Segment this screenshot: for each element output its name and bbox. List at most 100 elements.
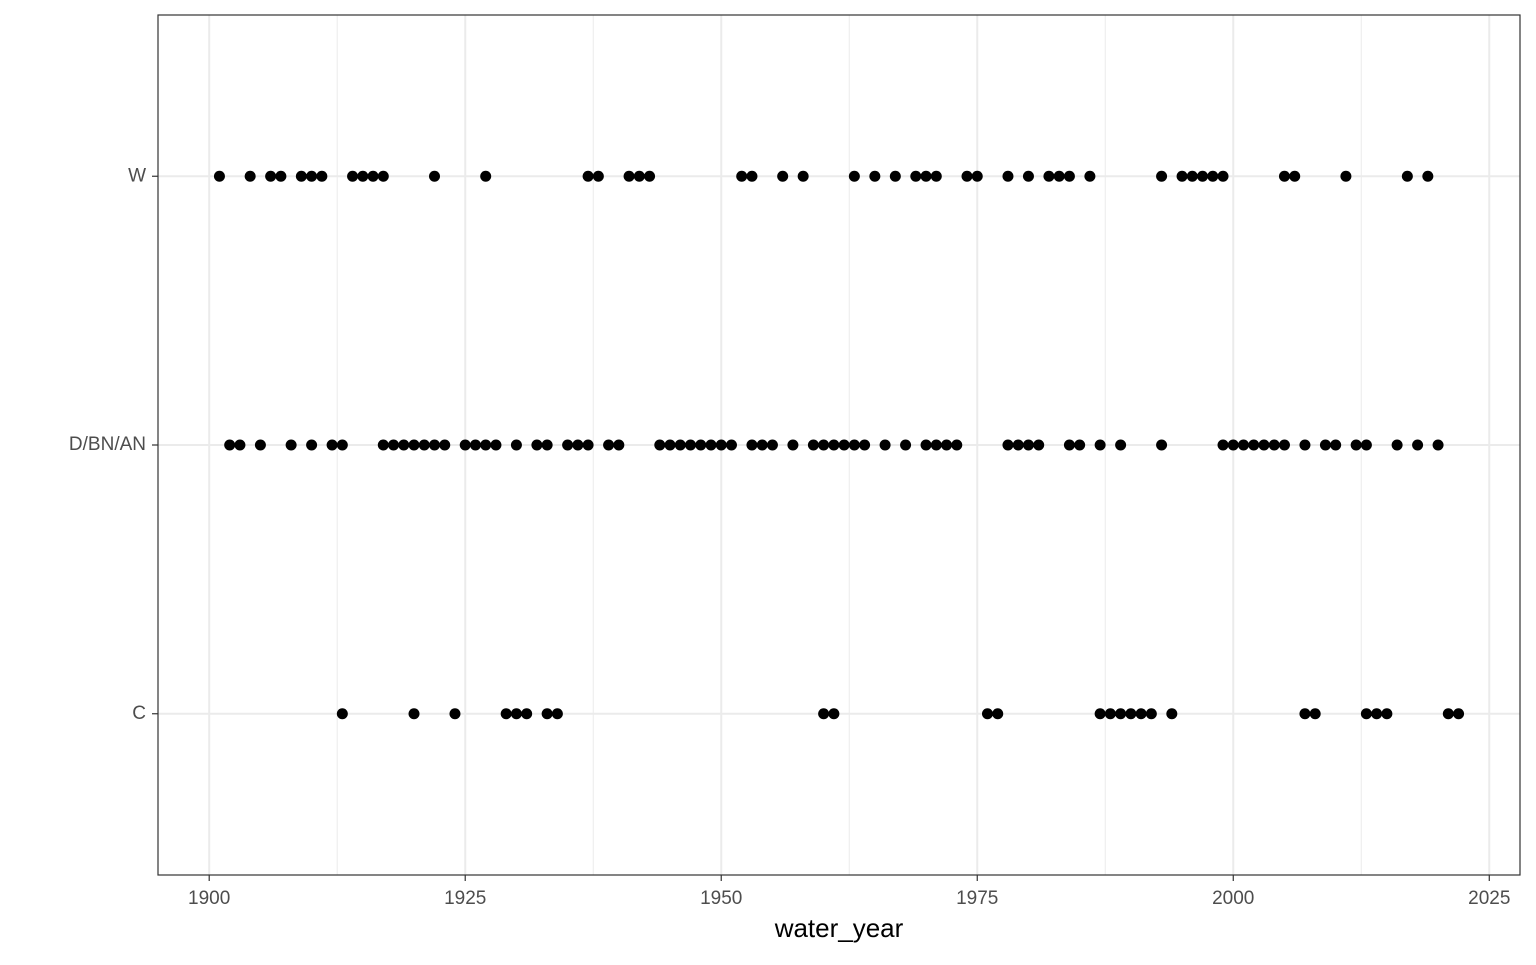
point [1422,170,1434,182]
x-tick-label: 1975 [956,888,998,909]
point [1207,170,1219,182]
point [1289,170,1301,182]
point [316,170,328,182]
point [859,439,871,451]
point [1156,170,1168,182]
point [1371,708,1383,720]
point [1115,439,1127,451]
point [623,170,635,182]
point [603,439,615,451]
point [1268,439,1280,451]
point [981,708,993,720]
point [725,439,737,451]
point [377,439,389,451]
point [613,439,625,451]
point [920,170,932,182]
point [1412,439,1424,451]
point [1002,439,1014,451]
point [1156,439,1168,451]
point [992,708,1004,720]
point [398,439,410,451]
plot-layer [158,15,1520,875]
point [582,170,594,182]
point [971,170,983,182]
point [828,708,840,720]
point [695,439,707,451]
point [1217,170,1229,182]
point [848,439,860,451]
point [1094,708,1106,720]
point [756,439,768,451]
point [889,170,901,182]
x-tick-label: 1900 [188,888,230,909]
x-axis-title: water_year [774,913,904,943]
point [377,170,389,182]
point [674,439,686,451]
point [715,439,727,451]
point [265,170,277,182]
point [428,439,440,451]
point [941,439,953,451]
point [654,439,666,451]
point [818,439,830,451]
point [254,439,266,451]
point [879,439,891,451]
point [428,170,440,182]
point [930,439,942,451]
point [1135,708,1147,720]
point [1002,170,1014,182]
point [1012,439,1024,451]
point [213,170,225,182]
point [1299,439,1311,451]
point [910,170,922,182]
point [1360,708,1372,720]
x-tick-label: 1950 [700,888,742,909]
point [306,439,318,451]
point [797,170,809,182]
point [336,708,348,720]
y-tick-label: W [128,165,146,186]
point [541,708,553,720]
point [490,439,502,451]
point [562,439,574,451]
point [1453,708,1465,720]
point [746,170,758,182]
point [459,439,471,451]
point [582,439,594,451]
point [439,439,451,451]
point [1063,170,1075,182]
point [1176,170,1188,182]
point [1145,708,1157,720]
point [500,708,512,720]
point [644,170,656,182]
point [838,439,850,451]
point [521,708,533,720]
point [1115,708,1127,720]
y-tick-label: C [132,703,146,724]
point [1043,170,1055,182]
point [705,439,717,451]
point [869,170,881,182]
point [777,170,789,182]
point [1319,439,1331,451]
point [1217,439,1229,451]
point [1278,439,1290,451]
point [1381,708,1393,720]
point [347,170,359,182]
point [1299,708,1311,720]
point [807,439,819,451]
point [1022,170,1034,182]
point [1084,170,1096,182]
point [900,439,912,451]
point [1227,439,1239,451]
point [1258,439,1270,451]
point [1197,170,1209,182]
point [1309,708,1321,720]
point [1401,170,1413,182]
point [1350,439,1362,451]
point [357,170,369,182]
point [1033,439,1045,451]
point [551,708,563,720]
point [592,170,604,182]
